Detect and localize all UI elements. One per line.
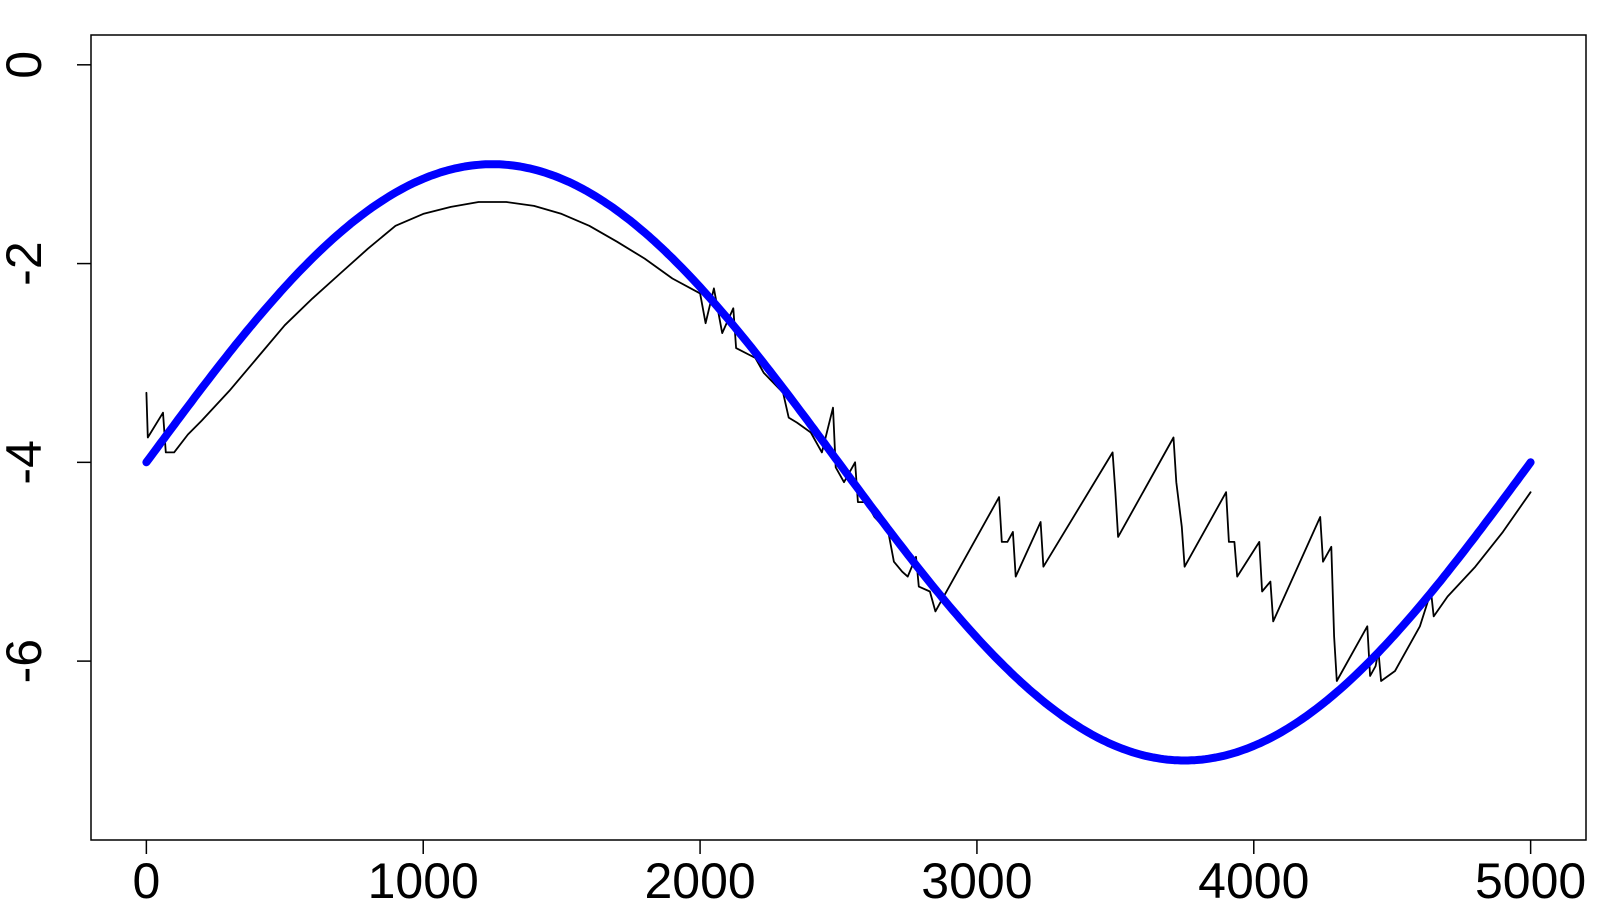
y-tick-label: -2 (0, 241, 52, 285)
x-tick-label: 3000 (921, 853, 1032, 900)
y-tick-label: -6 (0, 639, 52, 683)
plot-frame (90, 34, 1587, 841)
x-tick-label: 0 (132, 853, 160, 900)
y-axis: 0 -2 -4 -6 (0, 51, 91, 683)
x-tick-label: 5000 (1475, 853, 1586, 900)
series-smooth-curve (142, 160, 1535, 765)
series-layer (142, 160, 1535, 765)
x-tick-label: 1000 (368, 853, 479, 900)
series-noisy-line (145, 201, 1532, 682)
y-tick-label: 0 (0, 51, 52, 79)
x-tick-label: 4000 (1198, 853, 1309, 900)
y-tick-label: -4 (0, 440, 52, 484)
x-axis: 0 1000 2000 3000 4000 5000 (132, 840, 1586, 900)
x-tick-label: 2000 (644, 853, 755, 900)
